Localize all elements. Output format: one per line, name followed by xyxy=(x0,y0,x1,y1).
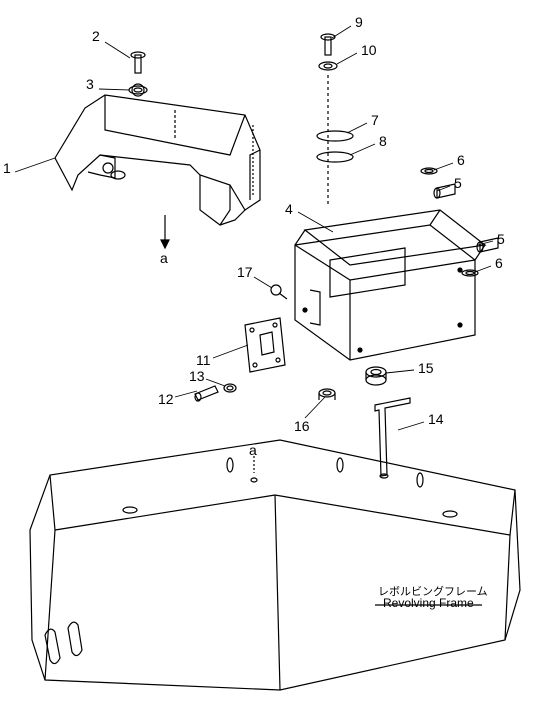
bolt-12-washer-13 xyxy=(195,384,236,401)
callout-6a: 6 xyxy=(495,255,503,271)
bolt-2-washer-3 xyxy=(129,52,147,94)
callout-10: 10 xyxy=(361,42,377,58)
callout-8: 8 xyxy=(379,133,387,149)
callout-14: 14 xyxy=(428,411,444,427)
ref-mark-a-upper: a xyxy=(160,250,168,266)
plates-7-8 xyxy=(317,131,353,162)
bolt-17 xyxy=(271,285,287,299)
callout-4: 4 xyxy=(285,201,293,217)
callout-17: 17 xyxy=(237,264,253,280)
part-16 xyxy=(319,389,335,400)
callout-9: 9 xyxy=(355,14,363,30)
callout-5b: 5 xyxy=(454,175,462,191)
callout-2: 2 xyxy=(92,28,100,44)
main-box xyxy=(295,210,485,360)
callout-12: 12 xyxy=(158,391,174,407)
upper-bracket xyxy=(55,84,260,248)
frame-label-english: Revolving Frame xyxy=(383,596,474,610)
callout-16: 16 xyxy=(294,418,310,434)
bolt-9-washer-10 xyxy=(319,34,337,205)
callout-15: 15 xyxy=(418,360,434,376)
callout-13: 13 xyxy=(189,368,205,384)
callout-3: 3 xyxy=(86,76,94,92)
cover-plate-11 xyxy=(245,318,285,372)
diagram-svg xyxy=(0,0,554,727)
callout-5a: 5 xyxy=(497,231,505,247)
bolt-5-washer-6-upper xyxy=(421,168,455,198)
callout-6b: 6 xyxy=(457,152,465,168)
parts-diagram: 1 2 3 4 5 5 6 6 7 8 9 10 11 12 13 14 15 … xyxy=(0,0,554,727)
callout-11: 11 xyxy=(196,352,211,368)
callout-1: 1 xyxy=(3,160,11,176)
revolving-frame xyxy=(30,440,520,690)
ref-mark-a-lower: a xyxy=(249,442,257,458)
nut-15 xyxy=(366,367,386,385)
callout-7: 7 xyxy=(371,112,379,128)
